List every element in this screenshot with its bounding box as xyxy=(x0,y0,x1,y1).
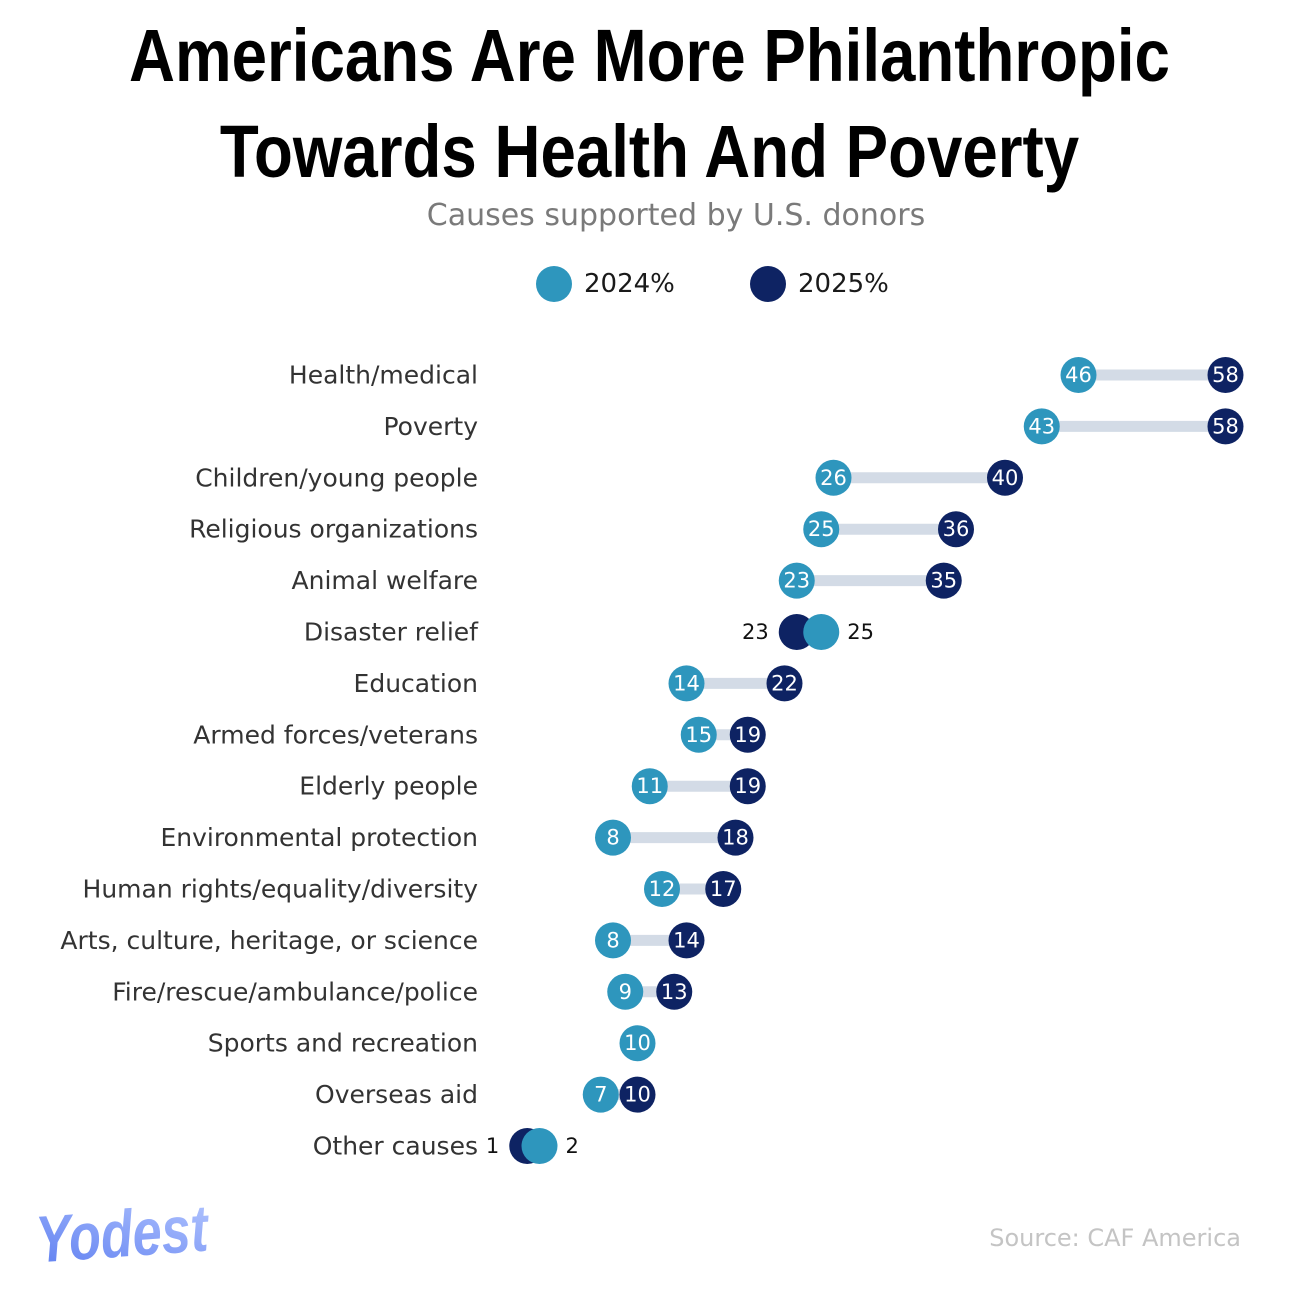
value-label-2025: 19 xyxy=(734,774,761,798)
value-label-2025: 58 xyxy=(1212,363,1239,387)
legend-swatch-2025 xyxy=(750,266,786,302)
dot-2024 xyxy=(595,922,631,959)
dot-2024 xyxy=(582,1076,619,1113)
dot-2025 xyxy=(668,922,705,959)
legend-item-2024: 2024% xyxy=(536,266,675,302)
title-line-1: Americans Are More Philanthropic xyxy=(129,14,1170,97)
dot-2025 xyxy=(987,459,1023,496)
value-label-2025: 13 xyxy=(661,980,688,1004)
category-label: Children/young people xyxy=(195,463,478,492)
value-label-2024: 25 xyxy=(847,620,874,644)
category-label: Arts, culture, heritage, or science xyxy=(60,926,478,955)
dot-2025 xyxy=(729,768,766,805)
dot-2024 xyxy=(803,511,840,548)
legend-swatch-2024 xyxy=(536,266,572,302)
dot-2024 xyxy=(521,1128,558,1164)
value-label-2024: 8 xyxy=(606,826,619,850)
category-label: Education xyxy=(354,669,478,698)
value-label-2025: 1 xyxy=(486,1134,499,1158)
dot-2025 xyxy=(938,511,974,548)
category-label: Poverty xyxy=(383,412,478,441)
dot-2025 xyxy=(717,819,754,856)
dot-2024 xyxy=(607,973,644,1010)
value-label-2025: 18 xyxy=(722,826,749,850)
dot-2024 xyxy=(668,665,705,702)
category-label: Armed forces/veterans xyxy=(193,720,478,749)
value-label-2025: 17 xyxy=(710,877,737,901)
value-label-2024: 7 xyxy=(594,1083,607,1107)
category-label: Sports and recreation xyxy=(208,1029,478,1058)
value-label-2024: 14 xyxy=(673,671,700,695)
dot-2025 xyxy=(1207,408,1244,445)
title-line-2: Towards Health And Poverty xyxy=(219,110,1080,193)
category-label: Environmental protection xyxy=(160,823,478,852)
value-label-2025: 14 xyxy=(673,928,700,952)
legend-label-2024: 2024% xyxy=(584,269,675,299)
category-label: Elderly people xyxy=(299,772,478,801)
value-label-2024: 2 xyxy=(566,1134,579,1158)
category-label: Health/medical xyxy=(289,361,478,390)
category-label: Religious organizations xyxy=(189,515,478,544)
value-label-2024: 11 xyxy=(636,774,663,798)
dot-2024 xyxy=(619,1025,656,1062)
brand-logo: Yodest xyxy=(28,1176,228,1280)
value-label-2024: 43 xyxy=(1028,414,1055,438)
dot-2025 xyxy=(925,562,962,599)
value-label-2024: 10 xyxy=(624,1031,651,1055)
dot-2024 xyxy=(644,871,680,907)
value-label-2024: 15 xyxy=(685,723,712,747)
dot-2024 xyxy=(803,614,840,650)
value-label-2025: 35 xyxy=(930,569,957,593)
value-label-2024: 25 xyxy=(808,517,835,541)
dot-2025 xyxy=(766,665,803,702)
dot-2024 xyxy=(1060,357,1097,393)
value-label-2024: 9 xyxy=(619,980,632,1004)
dot-2025 xyxy=(729,716,766,753)
dot-2024 xyxy=(778,562,815,599)
value-label-2025: 40 xyxy=(992,466,1019,490)
value-label-2024: 12 xyxy=(649,877,676,901)
dot-2024 xyxy=(631,768,668,805)
category-label: Other causes xyxy=(313,1132,478,1161)
dot-2024 xyxy=(680,716,717,753)
legend-item-2025: 2025% xyxy=(750,266,889,302)
dot-2024 xyxy=(815,459,852,496)
dot-2025 xyxy=(1207,357,1244,393)
value-label-2024: 23 xyxy=(783,569,810,593)
legend-label-2025: 2025% xyxy=(798,269,889,299)
dot-2025 xyxy=(656,973,693,1010)
chart-title: Americans Are More Philanthropic Towards… xyxy=(91,8,1208,200)
value-label-2024: 26 xyxy=(820,466,847,490)
value-label-2025: 58 xyxy=(1212,414,1239,438)
value-label-2025: 22 xyxy=(771,671,798,695)
value-label-2024: 8 xyxy=(606,928,619,952)
dot-2024 xyxy=(1023,408,1060,445)
category-label: Disaster relief xyxy=(304,618,479,647)
dot-2024 xyxy=(595,819,631,856)
value-label-2025: 36 xyxy=(943,517,970,541)
value-label-2025: 23 xyxy=(742,620,769,644)
chart-subtitle: Causes supported by U.S. donors xyxy=(426,198,926,233)
value-label-2025: 19 xyxy=(734,723,761,747)
category-label: Animal welfare xyxy=(292,566,478,595)
dot-2025 xyxy=(705,871,742,907)
value-label-2024: 46 xyxy=(1065,363,1092,387)
brand-wordmark: Yodest xyxy=(33,1190,212,1276)
category-label: Fire/rescue/ambulance/police xyxy=(112,977,478,1006)
dot-2025 xyxy=(619,1076,656,1113)
category-label: Human rights/equality/diversity xyxy=(83,875,479,904)
category-label: Overseas aid xyxy=(315,1080,478,1109)
source-note: Source: CAF America xyxy=(989,1224,1241,1252)
value-label-2025: 10 xyxy=(624,1083,651,1107)
